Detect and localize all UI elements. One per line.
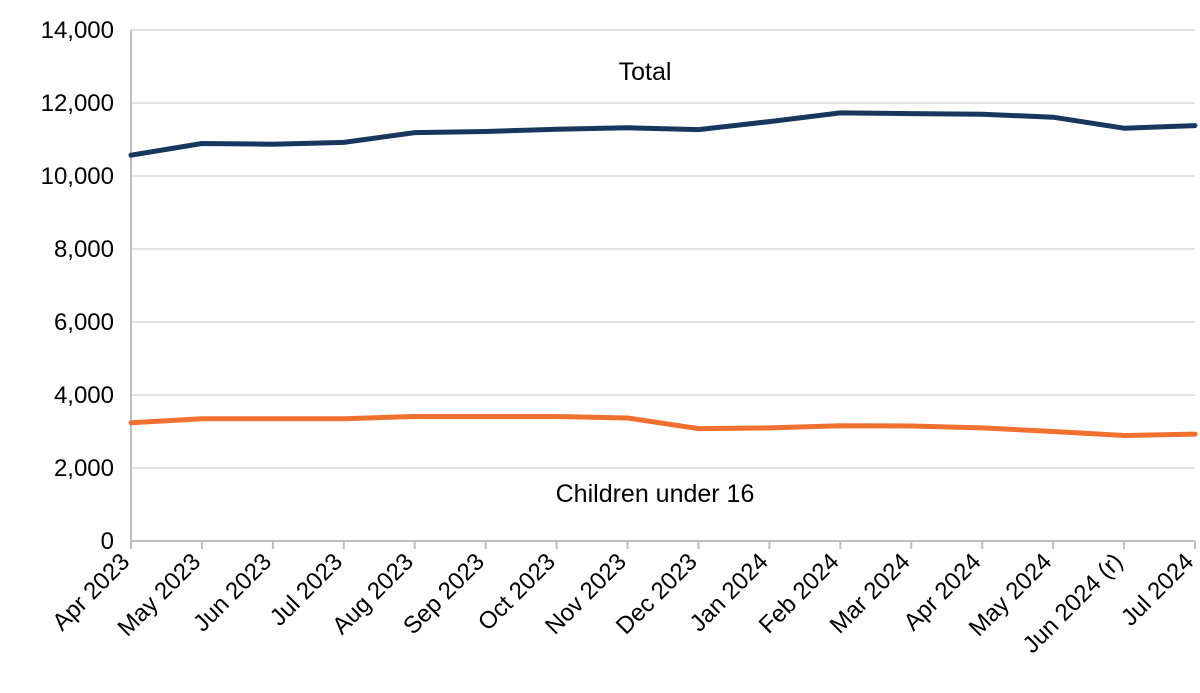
series-labels: Total Children under 16 bbox=[556, 58, 755, 508]
series-lines bbox=[128, 110, 1198, 438]
series-line-1 bbox=[128, 414, 1198, 438]
grid-lines bbox=[131, 29, 1195, 469]
y-tick-label: 0 bbox=[101, 528, 114, 555]
y-tick-label: 14,000 bbox=[41, 17, 114, 44]
series-label-1: Children under 16 bbox=[556, 480, 755, 508]
x-tick-label: Jun 2023 bbox=[188, 548, 277, 637]
x-tick-label: Jul 2024 bbox=[1116, 548, 1199, 631]
y-tick-label: 12,000 bbox=[41, 90, 114, 117]
x-axis bbox=[130, 30, 1196, 549]
y-axis-tick-labels: 0 2,000 4,000 6,000 8,000 10,000 12,000 14,000 bbox=[41, 17, 114, 555]
y-tick-label: 10,000 bbox=[41, 163, 114, 190]
y-tick-label: 4,000 bbox=[54, 382, 114, 409]
y-tick-label: 8,000 bbox=[54, 236, 114, 263]
series-line-0 bbox=[128, 110, 1198, 158]
y-tick-label: 6,000 bbox=[54, 309, 114, 336]
y-tick-label: 2,000 bbox=[54, 455, 114, 482]
series-label-0: Total bbox=[619, 58, 672, 86]
